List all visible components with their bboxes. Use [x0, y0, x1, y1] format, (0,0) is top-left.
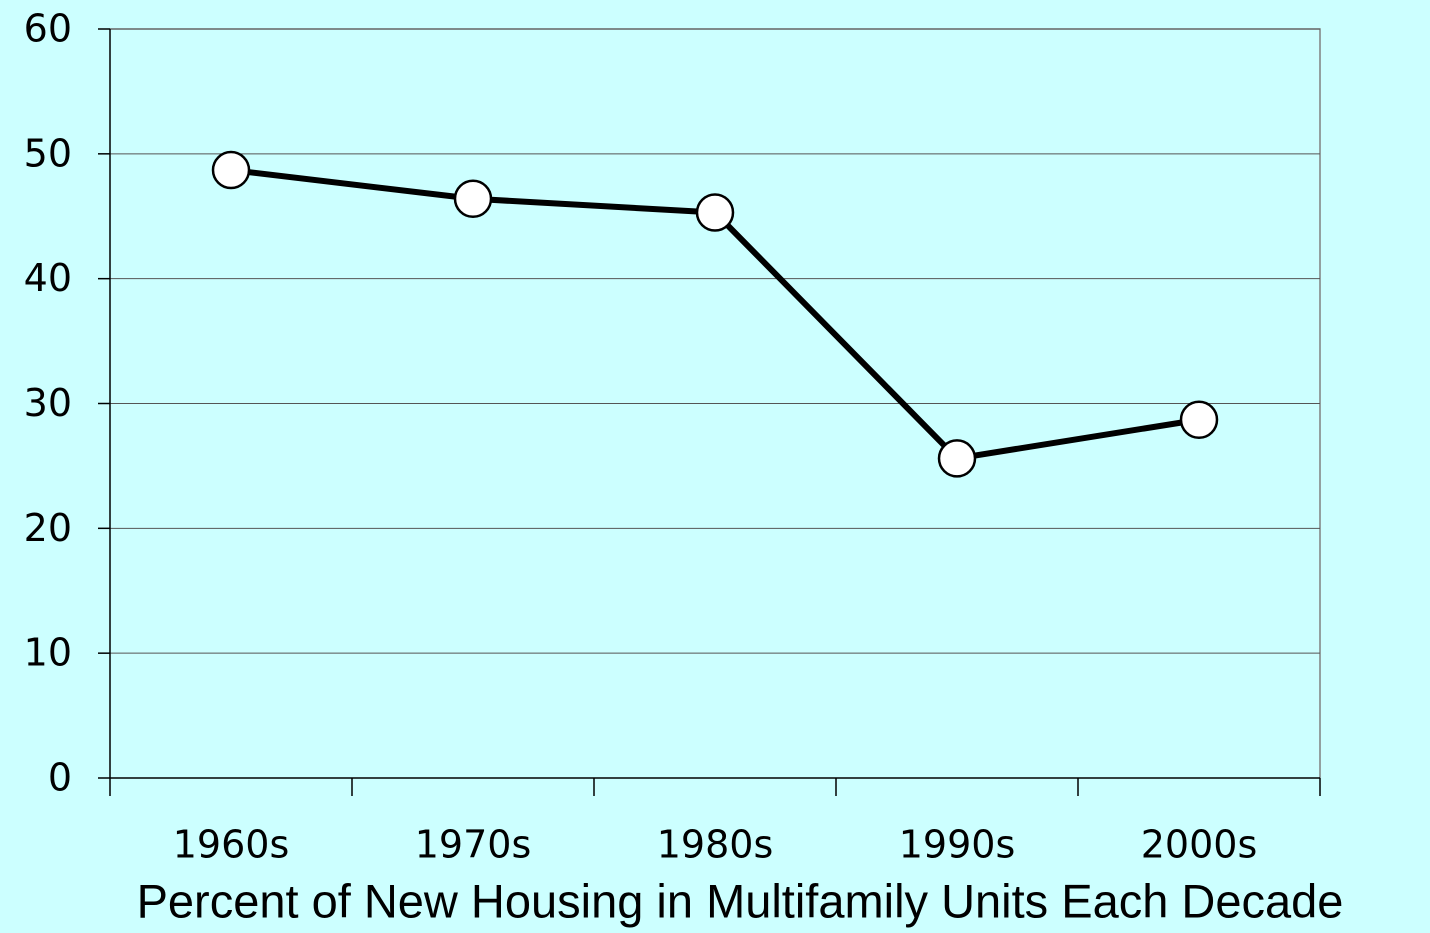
x-tick-label: 2000s	[1141, 823, 1258, 867]
marker	[211, 150, 251, 190]
chart-title: Percent of New Housing in Multifamily Un…	[137, 874, 1344, 927]
marker	[937, 439, 977, 478]
y-tick-label: 10	[24, 631, 72, 675]
y-tick-label: 30	[24, 381, 72, 425]
marker	[453, 179, 493, 219]
x-tick-label: 1990s	[899, 823, 1016, 867]
y-tick-label: 40	[24, 256, 72, 300]
x-tick-label: 1970s	[415, 823, 532, 867]
marker	[1179, 400, 1219, 439]
y-tick-label: 60	[24, 7, 72, 51]
y-tick-label: 50	[24, 131, 72, 175]
y-tick-label: 20	[24, 506, 72, 550]
marker	[695, 193, 735, 232]
y-tick-label: 0	[48, 756, 72, 800]
x-tick-label: 1960s	[173, 823, 290, 867]
x-tick-label: 1980s	[657, 823, 774, 867]
